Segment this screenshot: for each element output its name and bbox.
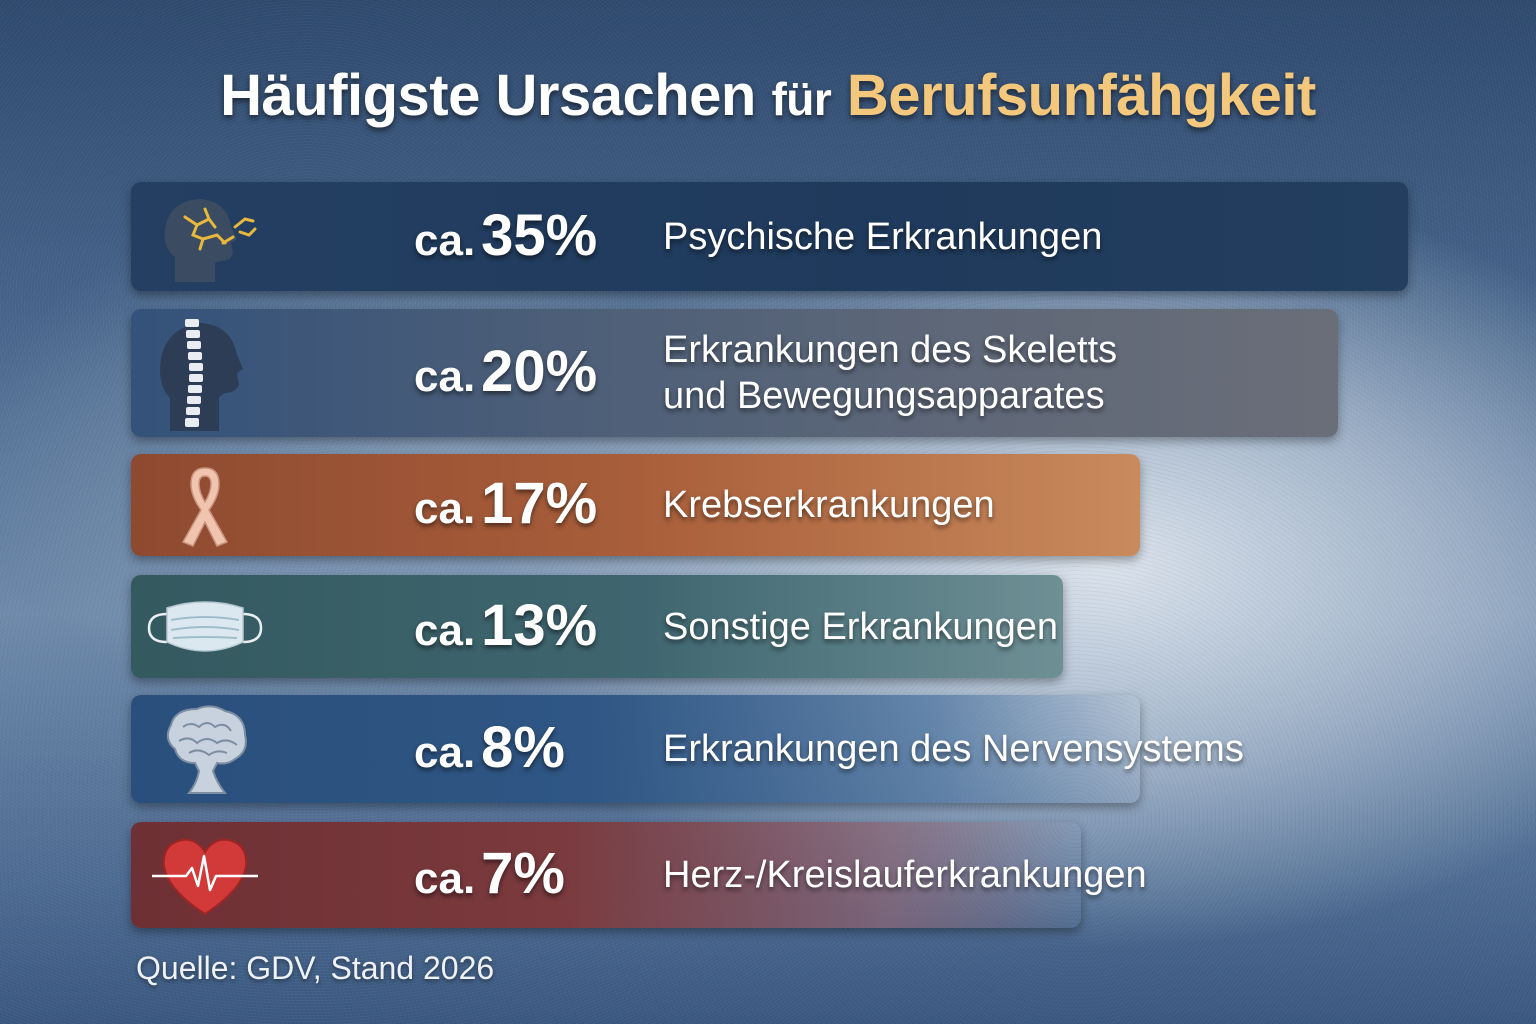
category-label: Sonstige Erkrankungen xyxy=(663,604,1058,650)
category-label: Psychische Erkrankungen xyxy=(663,214,1102,260)
bar-psychische-erkrankungen: ca. 35% Psychische Erkrankungen xyxy=(131,182,1408,291)
chart-title: Häufigste Ursachen für Berufsunfähgkeit xyxy=(0,62,1536,129)
value-prefix: ca. xyxy=(414,605,476,655)
heart-pulse-icon xyxy=(145,825,265,925)
value-label: ca. 7% xyxy=(414,840,565,907)
category-label-line1: Erkrankungen des Skeletts xyxy=(663,329,1118,371)
head-lightning-icon xyxy=(145,187,265,287)
value-label: ca. 35% xyxy=(414,202,597,269)
title-part-main: Häufigste Ursachen xyxy=(220,63,756,128)
category-label: Krebserkrankungen xyxy=(663,482,995,528)
value-number: 17% xyxy=(481,471,598,537)
category-label-line1: Erkrankungen des Nervensystems xyxy=(663,728,1244,770)
value-number: 20% xyxy=(481,339,598,405)
bar-krebserkrankungen: ca. 17% Krebserkrankungen xyxy=(131,454,1140,556)
category-label: Erkrankungen des Skeletts und Bewegungsa… xyxy=(663,327,1117,419)
category-label-line1: Herz-/Kreislauferkrankungen xyxy=(663,854,1147,896)
category-label: Herz-/Kreislauferkrankungen xyxy=(663,852,1147,898)
source-note: Quelle: GDV, Stand 2026 xyxy=(136,950,495,986)
bar-skelett-bewegungsapparat: ca. 20% Erkrankungen des Skeletts und Bew… xyxy=(131,309,1338,437)
category-label-line1: Sonstige Erkrankungen xyxy=(663,605,1059,648)
value-label: ca. 20% xyxy=(414,338,597,405)
bar-nervensystem: ca. 8% Erkrankungen des Nervensystems xyxy=(131,695,1244,803)
value-number: 35% xyxy=(481,202,598,268)
category-label: Erkrankungen des Nervensystems xyxy=(663,726,1244,772)
face-mask-icon xyxy=(145,577,265,677)
category-label-line2: und Bewegungsapparates xyxy=(663,375,1105,417)
title-part-highlight: Berufsunfähgkeit xyxy=(846,63,1316,128)
brain-icon xyxy=(145,699,265,799)
value-prefix: ca. xyxy=(414,728,476,778)
value-prefix: ca. xyxy=(414,854,476,904)
value-number: 7% xyxy=(481,841,565,907)
value-prefix: ca. xyxy=(414,215,476,265)
bar-herz-kreislauf: ca. 7% Herz-/Kreislauferkrankungen xyxy=(131,822,1147,928)
value-prefix: ca. xyxy=(414,352,476,402)
value-label: ca. 17% xyxy=(414,470,597,537)
bar-sonstige-erkrankungen: ca. 13% Sonstige Erkrankungen xyxy=(131,575,1063,678)
category-label-line1: Krebserkrankungen xyxy=(663,484,995,526)
value-prefix: ca. xyxy=(414,484,476,534)
category-label-line1: Psychische Erkrankungen xyxy=(663,215,1103,258)
title-part-connector: für xyxy=(771,73,832,125)
value-label: ca. 8% xyxy=(414,714,565,781)
ribbon-icon xyxy=(145,455,265,555)
value-label: ca. 13% xyxy=(414,592,597,659)
spine-icon xyxy=(145,319,265,431)
value-number: 13% xyxy=(481,592,598,658)
value-number: 8% xyxy=(481,715,565,781)
